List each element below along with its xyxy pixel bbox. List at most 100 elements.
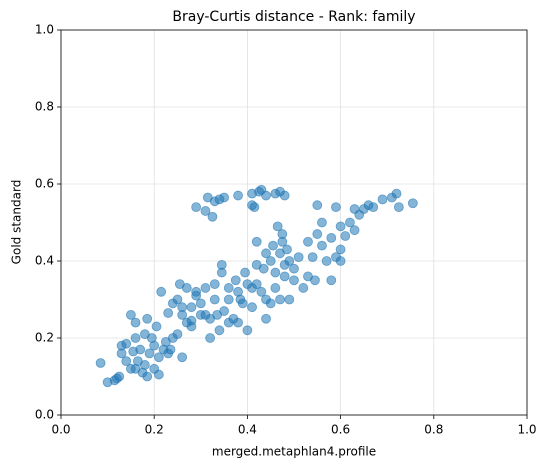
point bbox=[289, 263, 299, 274]
y-tick-label: 1.0 bbox=[35, 23, 54, 37]
point bbox=[219, 306, 230, 316]
y-tick-label: 0.6 bbox=[35, 177, 54, 191]
point bbox=[125, 309, 136, 320]
point bbox=[317, 240, 327, 251]
point bbox=[298, 283, 309, 293]
point bbox=[186, 302, 197, 313]
point bbox=[251, 236, 262, 247]
point bbox=[377, 194, 388, 205]
point bbox=[310, 275, 320, 286]
point bbox=[282, 244, 292, 255]
point bbox=[177, 309, 188, 320]
point bbox=[284, 294, 295, 305]
point bbox=[153, 369, 164, 380]
point bbox=[307, 252, 318, 263]
point bbox=[177, 352, 188, 363]
x-tick-label: 0.6 bbox=[331, 423, 350, 437]
x-axis-label: merged.metaphlan4.profile bbox=[212, 445, 376, 459]
point bbox=[233, 286, 243, 297]
point bbox=[261, 313, 271, 324]
point bbox=[331, 202, 341, 213]
point bbox=[340, 231, 351, 241]
point bbox=[230, 275, 241, 286]
chart-title: Bray-Curtis distance - Rank: family bbox=[172, 9, 415, 25]
point bbox=[279, 271, 290, 282]
y-tick-label: 0.2 bbox=[35, 331, 54, 345]
point bbox=[214, 325, 225, 336]
point bbox=[275, 294, 285, 305]
point bbox=[261, 248, 271, 259]
point bbox=[172, 294, 183, 305]
point bbox=[368, 202, 379, 213]
point bbox=[207, 211, 218, 222]
point bbox=[114, 371, 125, 382]
x-tick-label: 0.2 bbox=[145, 423, 164, 437]
point bbox=[279, 190, 290, 201]
point bbox=[407, 198, 418, 209]
point bbox=[233, 317, 243, 328]
point bbox=[191, 286, 202, 297]
point bbox=[284, 256, 295, 266]
point bbox=[223, 294, 234, 305]
point bbox=[335, 221, 346, 232]
point bbox=[345, 217, 355, 228]
point bbox=[144, 348, 155, 359]
point bbox=[142, 313, 153, 324]
point bbox=[242, 325, 253, 336]
point bbox=[391, 188, 402, 199]
point bbox=[293, 252, 304, 263]
y-tick-label: 0.8 bbox=[35, 100, 54, 114]
y-axis-label: Gold standard bbox=[10, 180, 24, 265]
point bbox=[265, 298, 276, 309]
point bbox=[186, 321, 197, 332]
point bbox=[95, 358, 106, 368]
point bbox=[272, 221, 283, 232]
x-tick-label: 0.0 bbox=[51, 423, 70, 437]
point bbox=[172, 329, 183, 340]
point bbox=[219, 192, 230, 203]
point bbox=[247, 302, 257, 313]
point bbox=[268, 240, 278, 251]
point bbox=[289, 275, 299, 286]
point bbox=[135, 344, 146, 355]
point bbox=[139, 360, 150, 370]
point bbox=[335, 244, 346, 255]
point bbox=[335, 256, 346, 266]
point bbox=[216, 259, 227, 270]
point bbox=[209, 294, 220, 305]
point bbox=[142, 371, 153, 382]
point bbox=[163, 308, 174, 318]
point bbox=[223, 283, 234, 293]
point bbox=[240, 267, 250, 278]
point bbox=[156, 286, 167, 297]
point bbox=[237, 298, 248, 309]
y-tick-label: 0.4 bbox=[35, 254, 54, 268]
point bbox=[256, 286, 267, 297]
point bbox=[121, 356, 132, 367]
point bbox=[326, 275, 337, 286]
point bbox=[258, 263, 269, 274]
point bbox=[165, 344, 176, 355]
x-tick-label: 0.8 bbox=[424, 423, 443, 437]
point bbox=[200, 283, 211, 293]
x-tick-label: 1.0 bbox=[517, 423, 536, 437]
point bbox=[242, 279, 253, 290]
y-tick-label: 0.0 bbox=[35, 408, 54, 422]
x-tick-label: 0.4 bbox=[238, 423, 257, 437]
point bbox=[200, 206, 211, 216]
point bbox=[181, 283, 192, 293]
point bbox=[130, 333, 141, 343]
point bbox=[191, 202, 202, 213]
point bbox=[149, 340, 160, 351]
point bbox=[151, 321, 162, 332]
point bbox=[303, 236, 313, 247]
point bbox=[130, 317, 141, 328]
point bbox=[249, 202, 260, 213]
point bbox=[270, 283, 281, 293]
point bbox=[121, 338, 132, 349]
point bbox=[209, 279, 220, 290]
point bbox=[277, 236, 288, 247]
point bbox=[321, 256, 332, 266]
